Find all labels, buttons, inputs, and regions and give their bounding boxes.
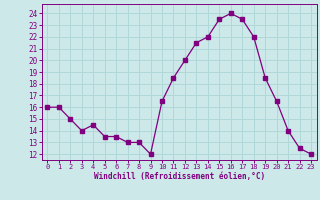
X-axis label: Windchill (Refroidissement éolien,°C): Windchill (Refroidissement éolien,°C) <box>94 172 265 181</box>
